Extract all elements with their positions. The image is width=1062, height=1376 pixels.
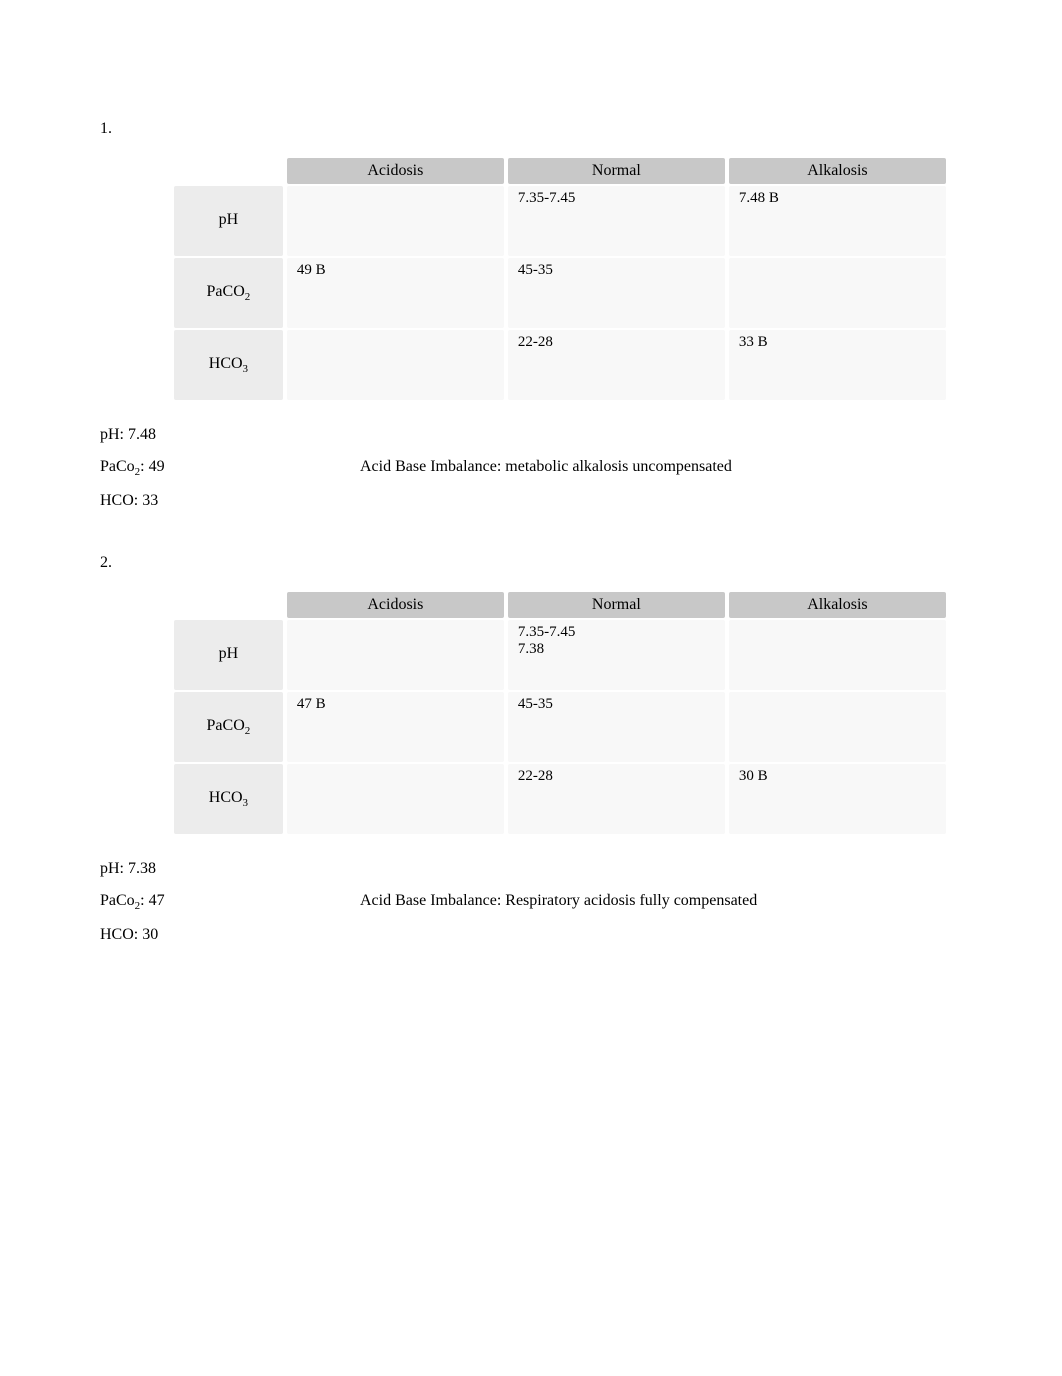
value-line-paco2: PaCo2: 49 Acid Base Imbalance: metabolic… <box>100 458 962 478</box>
header-blank <box>174 158 283 184</box>
cell-hco-alkalosis: 30 B <box>729 764 946 834</box>
problem-1-table-container: Acidosis Normal Alkalosis pH 7.35-7.45 7… <box>170 156 962 402</box>
problem-2-values: pH: 7.38 PaCo2: 47 Acid Base Imbalance: … <box>100 860 962 944</box>
row-label-text: pH <box>219 211 239 228</box>
cell-hco-acidosis <box>287 330 504 400</box>
table-row: PaCO2 49 B 45-35 <box>174 258 946 328</box>
row-label-paco2: PaCO2 <box>174 692 283 762</box>
col-header-acidosis: Acidosis <box>287 592 504 618</box>
cell-hco-alkalosis: 33 B <box>729 330 946 400</box>
cell-paco2-acidosis: 47 B <box>287 692 504 762</box>
row-label-sub: 2 <box>245 725 251 737</box>
cell-ph-acidosis <box>287 186 504 256</box>
value-line-ph: pH: 7.38 <box>100 860 962 878</box>
value-paco2: PaCo2: 47 <box>100 892 360 912</box>
cell-ph-alkalosis <box>729 620 946 690</box>
table-row: pH 7.35-7.45 7.38 <box>174 620 946 690</box>
table-row: HCO3 22-28 33 B <box>174 330 946 400</box>
problem-2-table-container: Acidosis Normal Alkalosis pH 7.35-7.45 7… <box>170 590 962 836</box>
col-header-acidosis: Acidosis <box>287 158 504 184</box>
row-label-sub: 2 <box>245 291 251 303</box>
value-line-paco2: PaCo2: 47 Acid Base Imbalance: Respirato… <box>100 892 962 912</box>
cell-paco2-acidosis: 49 B <box>287 258 504 328</box>
row-label-text: PaCO <box>207 283 245 300</box>
col-header-alkalosis: Alkalosis <box>729 158 946 184</box>
row-label-paco2: PaCO2 <box>174 258 283 328</box>
problem-2-table: Acidosis Normal Alkalosis pH 7.35-7.45 7… <box>170 590 950 836</box>
problem-1-values: pH: 7.48 PaCo2: 49 Acid Base Imbalance: … <box>100 426 962 510</box>
value-paco2: PaCo2: 49 <box>100 458 360 478</box>
cell-hco-normal: 22-28 <box>508 764 725 834</box>
cell-paco2-alkalosis <box>729 258 946 328</box>
row-label-sub: 3 <box>243 363 249 375</box>
row-label-text: pH <box>219 645 239 662</box>
problem-2-number: 2. <box>100 554 962 572</box>
table-row: pH 7.35-7.45 7.48 B <box>174 186 946 256</box>
table-row: PaCO2 47 B 45-35 <box>174 692 946 762</box>
cell-ph-normal: 7.35-7.45 7.38 <box>508 620 725 690</box>
row-label-ph: pH <box>174 186 283 256</box>
cell-ph-alkalosis: 7.48 B <box>729 186 946 256</box>
col-header-alkalosis: Alkalosis <box>729 592 946 618</box>
imbalance-2: Acid Base Imbalance: Respiratory acidosi… <box>360 892 757 912</box>
row-label-hco: HCO3 <box>174 330 283 400</box>
value-line-hco: HCO: 30 <box>100 926 962 944</box>
bottom-blur-overlay <box>0 1176 1062 1376</box>
problem-1-table: Acidosis Normal Alkalosis pH 7.35-7.45 7… <box>170 156 950 402</box>
value-paco2-label: PaCo <box>100 892 135 909</box>
imbalance-1: Acid Base Imbalance: metabolic alkalosis… <box>360 458 732 478</box>
table-header-row: Acidosis Normal Alkalosis <box>174 158 946 184</box>
value-line-ph: pH: 7.48 <box>100 426 962 444</box>
row-label-ph: pH <box>174 620 283 690</box>
value-paco2-num: : 49 <box>140 458 164 475</box>
problem-1-number: 1. <box>100 120 962 138</box>
row-label-text: PaCO <box>207 717 245 734</box>
cell-paco2-normal: 45-35 <box>508 258 725 328</box>
cell-ph-normal: 7.35-7.45 <box>508 186 725 256</box>
value-ph: pH: 7.38 <box>100 860 360 878</box>
value-ph: pH: 7.48 <box>100 426 360 444</box>
cell-hco-normal: 22-28 <box>508 330 725 400</box>
row-label-hco: HCO3 <box>174 764 283 834</box>
value-paco2-num: : 47 <box>140 892 164 909</box>
row-label-sub: 3 <box>243 797 249 809</box>
row-label-text: HCO <box>209 355 243 372</box>
col-header-normal: Normal <box>508 592 725 618</box>
cell-paco2-alkalosis <box>729 692 946 762</box>
table-header-row: Acidosis Normal Alkalosis <box>174 592 946 618</box>
cell-paco2-normal: 45-35 <box>508 692 725 762</box>
table-row: HCO3 22-28 30 B <box>174 764 946 834</box>
header-blank <box>174 592 283 618</box>
cell-ph-acidosis <box>287 620 504 690</box>
value-hco: HCO: 30 <box>100 926 360 944</box>
value-hco: HCO: 33 <box>100 492 360 510</box>
cell-hco-acidosis <box>287 764 504 834</box>
col-header-normal: Normal <box>508 158 725 184</box>
value-line-hco: HCO: 33 <box>100 492 962 510</box>
row-label-text: HCO <box>209 789 243 806</box>
value-paco2-label: PaCo <box>100 458 135 475</box>
